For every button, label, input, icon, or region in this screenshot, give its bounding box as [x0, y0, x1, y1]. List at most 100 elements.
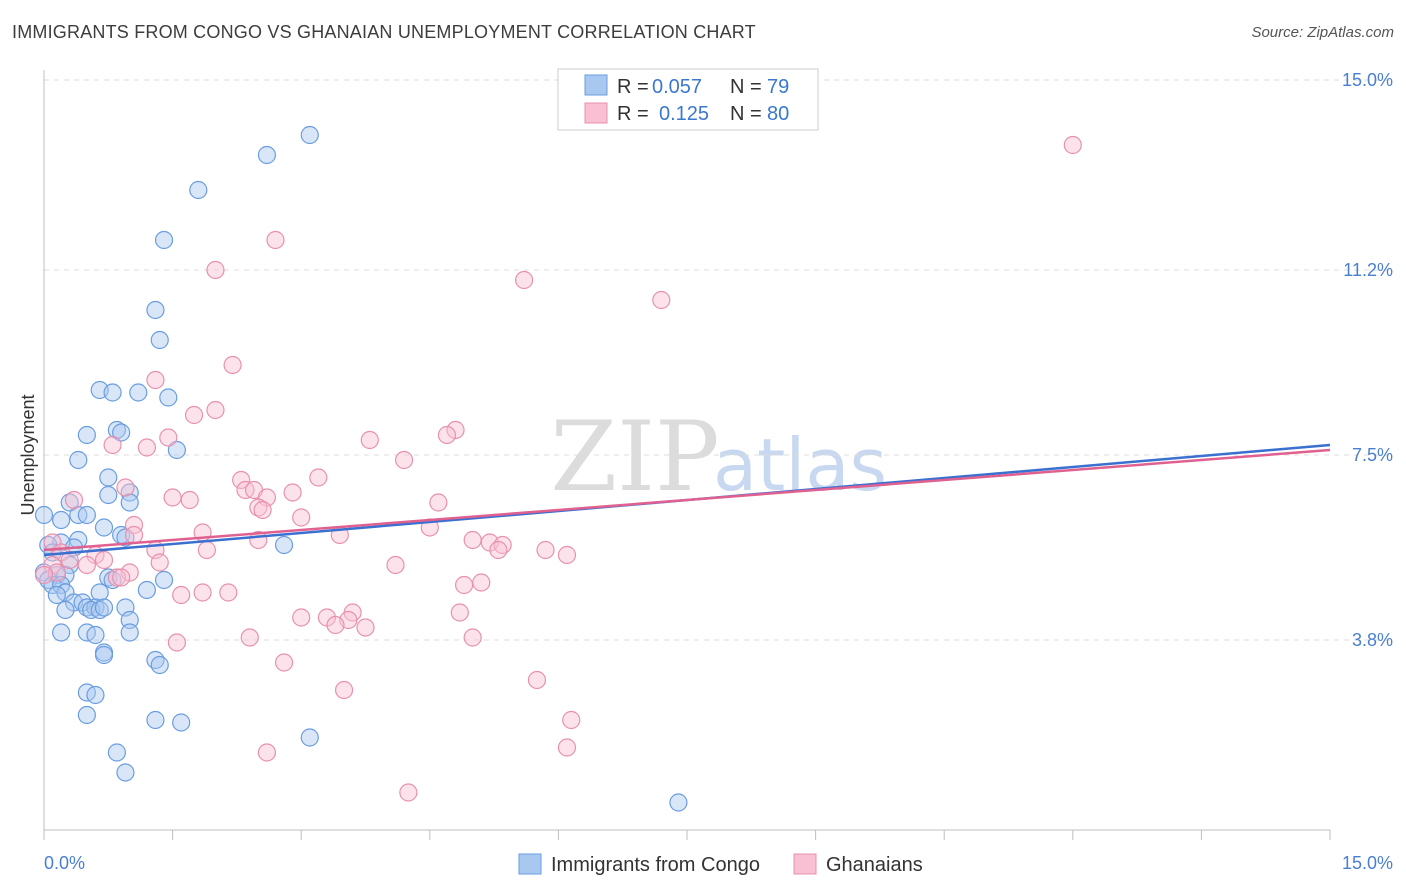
data-point: [557, 545, 577, 565]
data-point: [94, 645, 114, 665]
data-point: [240, 628, 259, 647]
data-point: [394, 450, 414, 470]
legend-swatch-congo: [584, 74, 608, 96]
data-point: [489, 540, 508, 560]
data-point: [107, 743, 126, 762]
data-point: [159, 388, 178, 407]
data-point: [34, 505, 54, 525]
bottom-legend: Immigrants from Congo Ghanaians: [518, 853, 923, 876]
legend-swatch-ghanaians: [584, 102, 608, 124]
data-point: [159, 428, 178, 447]
data-point: [69, 450, 88, 470]
data-point: [146, 710, 165, 730]
data-point: [334, 680, 354, 700]
data-point: [34, 565, 54, 585]
data-point: [112, 423, 131, 442]
data-point: [274, 653, 294, 672]
data-point: [103, 435, 122, 455]
data-point: [536, 540, 555, 560]
data-point: [557, 738, 577, 757]
series-ghanaians-points: [34, 135, 1082, 802]
data-point: [446, 420, 465, 440]
data-point: [94, 518, 114, 537]
data-point: [206, 400, 225, 420]
data-point: [107, 568, 126, 587]
data-point: [515, 270, 534, 290]
data-point: [52, 510, 71, 530]
data-point: [103, 383, 122, 402]
data-point: [386, 555, 405, 575]
data-point: [527, 670, 547, 690]
data-point: [669, 793, 688, 812]
data-point: [64, 490, 84, 510]
data-point: [99, 485, 118, 505]
x-ticks: [43, 830, 1331, 840]
data-point: [77, 505, 96, 525]
data-point: [300, 728, 319, 747]
data-point: [437, 425, 457, 445]
data-point: [429, 493, 448, 512]
legend-n-label-congo: N =: [730, 76, 762, 98]
chart-title: IMMIGRANTS FROM CONGO VS GHANAIAN UNEMPL…: [12, 22, 756, 42]
data-point: [360, 430, 379, 450]
data-point: [150, 553, 169, 572]
data-point: [120, 610, 139, 630]
data-point: [124, 515, 144, 535]
x-tick-label-min: 0.0%: [44, 853, 85, 873]
data-point: [150, 655, 169, 675]
data-point: [399, 783, 418, 802]
data-point: [167, 440, 186, 460]
data-point: [193, 583, 212, 602]
data-point: [47, 585, 66, 605]
data-point: [472, 573, 491, 592]
data-point: [120, 623, 139, 642]
legend-box: R = 0.057 N = 79 R = 0.125 N = 80: [557, 68, 819, 131]
data-point: [94, 550, 114, 570]
data-point: [562, 710, 581, 730]
trend-line-ghanaians: [43, 448, 1331, 552]
data-point: [356, 618, 375, 637]
data-point: [463, 628, 482, 647]
data-point: [1063, 135, 1082, 155]
legend-r-value-congo: 0.057: [652, 76, 702, 98]
data-point: [172, 713, 191, 732]
data-point: [52, 623, 71, 642]
bottom-legend-label-ghanaians: Ghanaians: [826, 854, 923, 876]
data-point: [150, 330, 169, 350]
data-point: [454, 575, 474, 595]
watermark-zip: ZIP: [550, 401, 719, 513]
data-point: [309, 468, 328, 487]
data-point: [652, 290, 671, 310]
legend-r-label-congo: R =: [617, 76, 649, 98]
data-point: [129, 383, 148, 402]
data-point: [257, 743, 277, 762]
data-point: [232, 470, 251, 490]
data-point: [116, 763, 135, 782]
data-point: [463, 530, 482, 550]
trend-lines: [43, 443, 1331, 557]
data-point: [137, 438, 156, 457]
data-point: [116, 478, 135, 497]
data-point: [292, 508, 311, 527]
data-point: [253, 500, 272, 520]
watermark-atlas: atlas: [713, 423, 887, 507]
legend-n-value-congo: 79: [767, 76, 789, 98]
legend-n-value-ghanaians: 80: [767, 103, 789, 125]
data-point: [86, 685, 105, 705]
data-point: [77, 705, 96, 725]
data-point: [450, 603, 469, 622]
y-tick-label: 11.2%: [1343, 260, 1393, 280]
data-point: [146, 370, 165, 390]
data-point: [56, 600, 75, 620]
data-point: [184, 405, 204, 425]
data-point: [219, 583, 238, 602]
data-point: [300, 125, 319, 145]
y-tick-label: 7.5%: [1352, 445, 1393, 465]
data-point: [112, 568, 131, 587]
bottom-legend-swatch-ghanaians: [793, 853, 817, 875]
data-point: [274, 535, 294, 555]
data-point: [180, 490, 199, 510]
data-point: [90, 583, 109, 602]
data-point: [167, 633, 186, 652]
